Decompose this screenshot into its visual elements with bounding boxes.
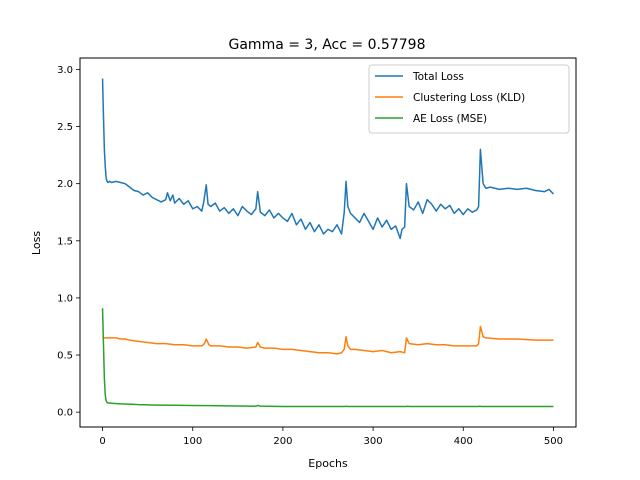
x-tick-label: 300 — [364, 436, 383, 447]
plot-frame — [79, 57, 577, 428]
x-tick-label: 200 — [273, 436, 292, 447]
legend-box — [368, 64, 570, 134]
x-tick-label: 400 — [454, 436, 473, 447]
x-tick-label: 0 — [99, 436, 105, 447]
y-tick-label: 2.5 — [57, 122, 73, 133]
x-axis: 0 100 200 300 400 500 — [99, 427, 563, 447]
x-axis-title: Epochs — [308, 457, 348, 470]
legend-label: AE Loss (MSE) — [413, 113, 487, 125]
y-tick-label: 1.5 — [57, 236, 73, 247]
y-tick-label: 3.0 — [57, 65, 73, 76]
x-tick-label: 100 — [183, 436, 202, 447]
plot-lines — [101, 78, 554, 408]
y-axis: 0.0 0.5 1.0 1.5 2.0 2.5 3.0 — [57, 65, 80, 419]
y-tick-label: 2.0 — [57, 179, 73, 190]
y-axis-title: Loss — [30, 231, 43, 255]
series-line-2 — [101, 308, 554, 408]
chart-title: Gamma = 3, Acc = 0.57798 — [229, 37, 426, 53]
legend: Total Loss Clustering Loss (KLD) AE Loss (… — [368, 64, 570, 134]
legend-label: Total Loss — [412, 71, 464, 83]
series-line-0 — [101, 78, 554, 240]
y-tick-label: 0.0 — [57, 408, 73, 419]
y-tick-label: 0.5 — [57, 351, 73, 362]
legend-label: Clustering Loss (KLD) — [413, 92, 525, 104]
x-tick-label: 500 — [544, 436, 563, 447]
y-tick-label: 1.0 — [57, 293, 73, 304]
series-line-1 — [101, 325, 554, 355]
